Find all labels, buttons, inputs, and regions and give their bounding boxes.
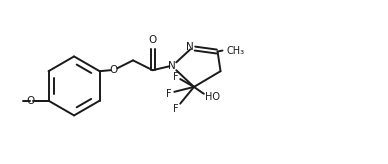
Text: HO: HO — [205, 92, 220, 102]
Text: CH₃: CH₃ — [227, 46, 244, 56]
Text: F: F — [166, 89, 171, 99]
Text: N: N — [168, 61, 176, 71]
Text: O: O — [109, 65, 118, 75]
Text: N: N — [186, 42, 194, 52]
Text: O: O — [149, 35, 157, 45]
Text: F: F — [173, 72, 179, 82]
Text: O: O — [26, 96, 34, 106]
Text: F: F — [173, 103, 179, 113]
